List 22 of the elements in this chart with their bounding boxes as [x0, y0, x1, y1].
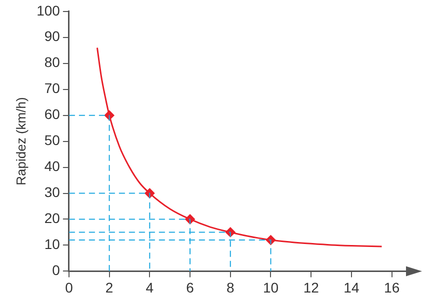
- x-tick-label: 2: [105, 279, 114, 296]
- y-tick-label: 40: [44, 158, 60, 174]
- x-tick-label: 16: [384, 279, 400, 296]
- y-tick-label: 0: [52, 262, 60, 278]
- y-tick-label: 70: [44, 80, 60, 96]
- x-tick-label: 12: [303, 279, 320, 296]
- x-tick-label: 6: [186, 279, 194, 296]
- x-tick-label: 4: [146, 279, 154, 296]
- y-tick-label: 80: [44, 54, 60, 70]
- line-series: [96, 47, 382, 248]
- x-tick-label: 0: [65, 279, 74, 296]
- y-tick-label: 10: [44, 236, 60, 252]
- y-tick-label: 30: [44, 184, 60, 200]
- y-tick-label: 60: [44, 106, 60, 122]
- y-axis-title: Rapidez (km/h): [13, 97, 28, 186]
- x-tick-label: 8: [226, 279, 234, 296]
- x-tick-label: 14: [344, 279, 360, 296]
- y-tick-label: 20: [44, 210, 60, 226]
- y-tick-label: 50: [44, 132, 60, 148]
- x-tick-label: 10: [262, 279, 279, 296]
- y-tick-label: 100: [36, 2, 60, 18]
- y-tick-label: 90: [44, 28, 60, 44]
